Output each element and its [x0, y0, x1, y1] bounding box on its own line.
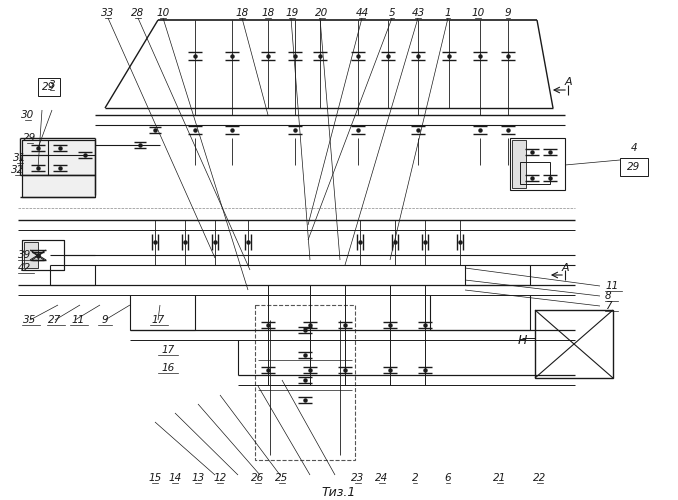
Text: 18: 18 [235, 8, 249, 18]
Text: 1: 1 [445, 8, 452, 18]
Bar [38, 78, 60, 96]
Text: 3: 3 [49, 80, 56, 90]
Bar [22, 175, 95, 197]
Text: 22: 22 [534, 473, 546, 483]
Bar [520, 162, 550, 184]
Bar [512, 140, 526, 188]
Text: 17: 17 [161, 345, 175, 355]
Text: 12: 12 [214, 473, 226, 483]
Text: 44: 44 [355, 8, 369, 18]
Text: 43: 43 [412, 8, 424, 18]
Text: 9: 9 [102, 315, 108, 325]
Text: A: A [561, 263, 569, 273]
Text: 29: 29 [627, 162, 641, 172]
Text: 11: 11 [605, 281, 618, 291]
Text: 19: 19 [285, 8, 298, 18]
Bar [620, 158, 648, 176]
Text: 24: 24 [376, 473, 388, 483]
Text: 31: 31 [14, 153, 26, 163]
Text: 11: 11 [71, 315, 85, 325]
Text: 8: 8 [605, 291, 612, 301]
Text: 13: 13 [191, 473, 205, 483]
Text: 21: 21 [494, 473, 506, 483]
Text: 7: 7 [605, 301, 612, 311]
Text: 33: 33 [102, 8, 115, 18]
Bar [510, 138, 565, 190]
Text: 18: 18 [262, 8, 275, 18]
Bar [22, 140, 95, 175]
Text: 29: 29 [23, 133, 37, 143]
Bar [22, 240, 64, 270]
Text: 35: 35 [23, 315, 37, 325]
Text: 6: 6 [445, 473, 452, 483]
Text: 32: 32 [12, 165, 24, 175]
Text: 16: 16 [161, 363, 175, 373]
Text: 23: 23 [351, 473, 365, 483]
Text: A: A [564, 77, 572, 87]
Text: 27: 27 [48, 315, 62, 325]
Text: 20: 20 [315, 8, 329, 18]
Text: 29: 29 [42, 82, 56, 92]
Text: Н: Н [517, 334, 527, 346]
Text: 30: 30 [22, 110, 35, 120]
Bar [22, 140, 95, 175]
Text: 25: 25 [275, 473, 289, 483]
Bar [24, 242, 38, 268]
Text: 9: 9 [504, 8, 511, 18]
Text: 17: 17 [151, 315, 165, 325]
Bar [535, 310, 613, 378]
Bar [22, 240, 64, 270]
Text: 28: 28 [132, 8, 144, 18]
Text: 26: 26 [252, 473, 264, 483]
Text: 15: 15 [148, 473, 161, 483]
Text: 4: 4 [631, 143, 637, 153]
Text: 42: 42 [18, 263, 31, 273]
Text: 10: 10 [157, 8, 170, 18]
Text: 2: 2 [412, 473, 418, 483]
Bar [255, 305, 355, 460]
Text: 14: 14 [168, 473, 182, 483]
Text: Τиз.1: Τиз.1 [322, 486, 356, 498]
Bar [22, 175, 95, 197]
Text: 39: 39 [18, 250, 31, 260]
Text: 10: 10 [471, 8, 485, 18]
Text: 5: 5 [388, 8, 395, 18]
